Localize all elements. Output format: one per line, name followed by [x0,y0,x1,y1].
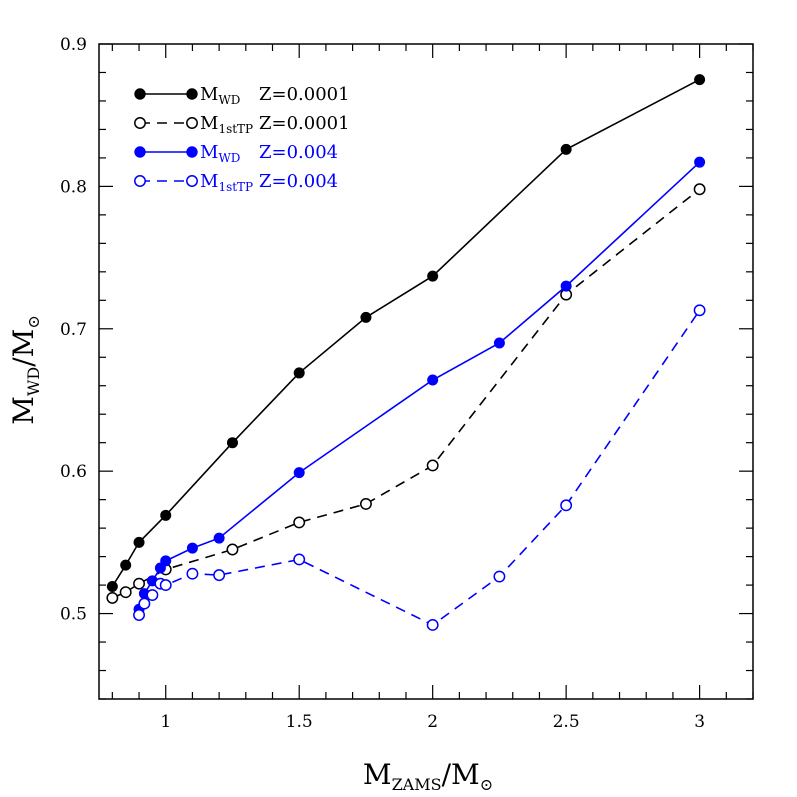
data-point [186,567,199,580]
y-axis-sun: ⊙ [24,315,43,328]
series-3 [133,156,706,615]
data-point [359,497,372,510]
data-point [160,555,172,567]
data-point [133,577,145,590]
data-point [694,74,706,86]
legend-marker [186,88,198,100]
legend-label-main: M [200,142,218,163]
x-tick-label: 1.5 [286,712,313,732]
legend-label-main: M [200,84,218,105]
y-tick-label: 0.7 [60,320,87,340]
legend-label-z: Z=0.004 [259,171,338,192]
legend-label-z: Z=0.0001 [259,84,350,105]
y-axis-main: M [7,396,40,425]
x-tick-label: 2 [427,712,438,732]
data-point [427,374,439,386]
data-point [133,609,145,621]
tick-labels: 1 1.5 2 2.5 3 0.5 0.6 0.7 0.8 0.9 [60,35,705,732]
data-point [106,581,118,593]
legend-label-main: M [200,171,218,192]
data-point [226,543,239,556]
data-point [213,532,225,544]
data-point [493,570,506,583]
data-point [213,569,226,582]
y-axis-sub: WD [24,367,43,396]
data-point [293,467,305,479]
series-4 [133,304,706,631]
x-tick-label: 2.5 [553,712,580,732]
legend-label-sub: WD [218,93,240,107]
data-point [560,499,573,512]
series-1 [106,74,706,593]
data-point [426,619,439,631]
data-point [426,459,439,472]
data-point [694,156,706,168]
legend-marker [134,117,146,129]
legend-marker [186,175,198,187]
legend-marker [134,146,146,158]
legend-marker [186,117,198,129]
data-point [186,542,198,554]
legend-label-z: Z=0.004 [259,142,338,163]
x-axis-sub: ZAMS [392,775,442,794]
data-point [138,597,151,610]
data-point [159,579,172,592]
data-point [560,143,572,155]
legend-label-sub: 1stTP [218,122,253,136]
x-axis-title: MZAMS/M⊙ [363,758,493,794]
data-point [120,559,132,571]
legend-label: M1stTP Z=0.0001 [200,113,350,136]
series-2 [106,183,706,604]
data-point [427,270,439,282]
x-tick-label: 3 [694,712,705,732]
x-axis-suffix: /M [442,758,480,791]
series-line [111,188,701,599]
series-layer [106,74,706,631]
x-axis-sun: ⊙ [480,775,493,794]
legend-marker [134,88,146,100]
data-point [119,586,132,599]
legend-entry: M1stTP Z=0.0001 [134,113,350,136]
data-point [693,183,706,196]
data-point [293,516,306,529]
legend-entry: MWD Z=0.0001 [134,84,350,107]
legend-label-z: Z=0.0001 [259,113,350,134]
legend-label-sub: WD [218,151,240,165]
legend-label: M1stTP Z=0.004 [200,171,338,194]
legend-entry: MWD Z=0.004 [134,142,338,165]
legend-label-sub: 1stTP [218,180,253,194]
axis-ticks [99,43,754,700]
data-point [560,280,572,292]
legend-marker [186,146,198,158]
y-tick-label: 0.5 [60,605,87,625]
series-line [111,78,700,587]
data-point [293,367,305,379]
legend-label: MWD Z=0.004 [200,142,338,165]
x-tick-label: 1 [160,712,171,732]
x-axis-main: M [363,758,392,791]
legend-label-main: M [200,113,218,134]
data-point [226,437,238,449]
plot-frame [98,43,754,700]
data-point [493,337,505,349]
data-point [360,311,372,323]
data-point [293,553,306,566]
y-axis-suffix: /M [7,329,40,367]
y-tick-label: 0.8 [60,177,87,197]
data-point [160,509,172,521]
data-point [693,304,706,317]
y-tick-label: 0.9 [60,35,87,55]
y-tick-label: 0.6 [60,462,87,482]
legend-entry: M1stTP Z=0.004 [134,171,338,194]
legend-marker [134,175,146,187]
y-axis-title: MWD/M⊙ [7,315,43,424]
data-point [106,591,119,604]
series-line [138,161,701,610]
data-point [133,536,145,548]
legend-label: MWD Z=0.0001 [200,84,350,107]
data-point [146,589,159,602]
